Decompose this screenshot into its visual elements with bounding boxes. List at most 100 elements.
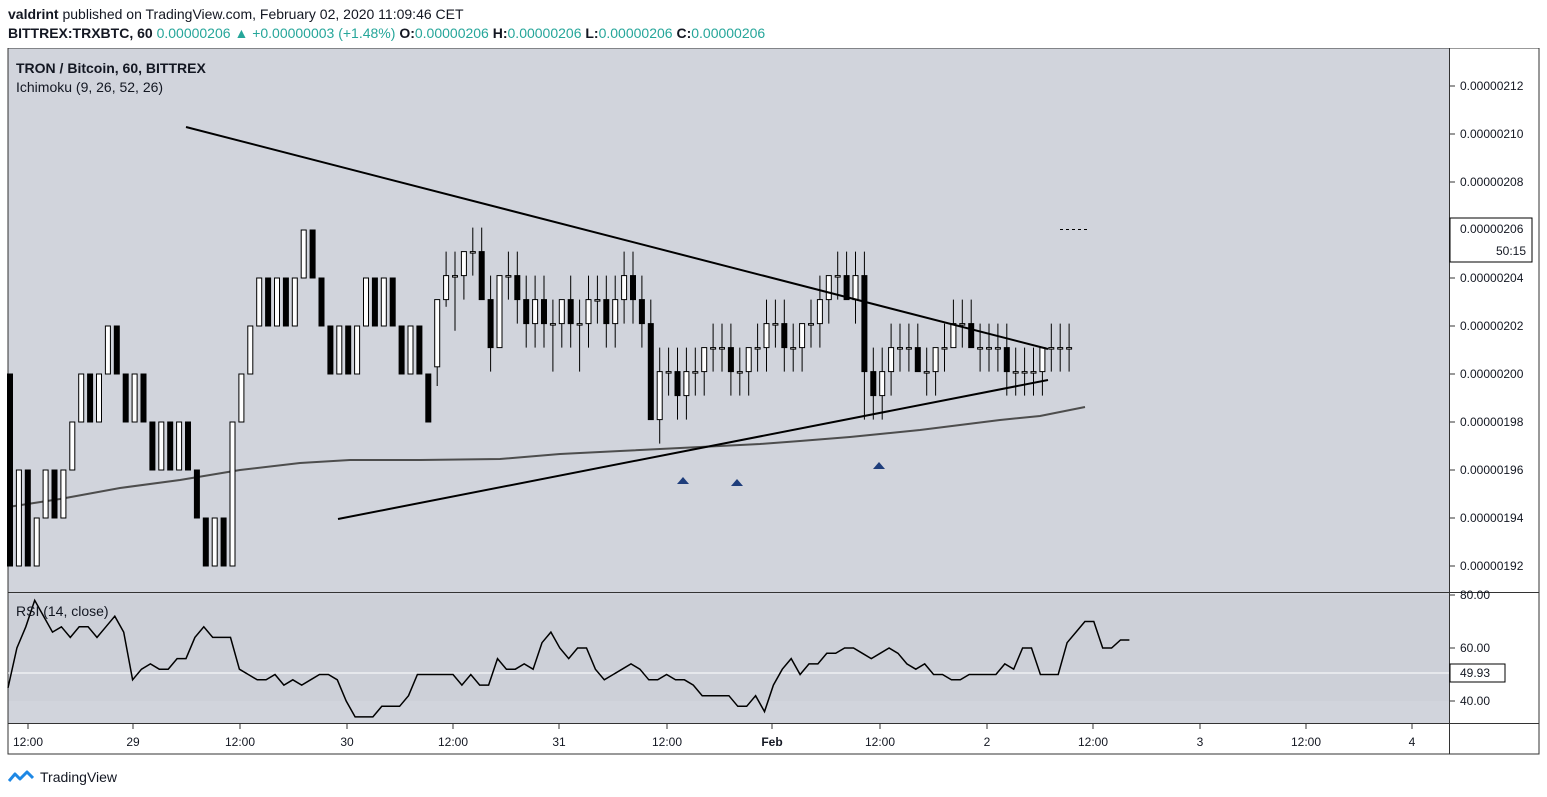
marker-triangle-icon bbox=[677, 477, 689, 484]
candle-body-up bbox=[460, 251, 467, 277]
candle bbox=[363, 277, 369, 327]
close-label: C: bbox=[676, 25, 692, 41]
candle bbox=[879, 347, 886, 420]
tradingview-logo-icon[interactable] bbox=[8, 769, 34, 785]
candle-body-down bbox=[167, 421, 174, 471]
candle bbox=[478, 227, 485, 301]
candle-body-up bbox=[469, 251, 476, 254]
candle bbox=[33, 517, 40, 567]
trendline-support[interactable] bbox=[337, 379, 1049, 520]
candle-body-up bbox=[799, 323, 806, 349]
chart-area[interactable]: 0.00000212 0.00000210 0.00000208 0.00000206… bbox=[0, 48, 1547, 760]
price-pane[interactable] bbox=[8, 48, 1449, 592]
price-tick-label: 0.00000204 bbox=[1460, 271, 1524, 285]
candle bbox=[665, 347, 672, 396]
candle bbox=[69, 421, 76, 471]
candle-body-down bbox=[398, 325, 405, 375]
candle-body-down bbox=[220, 517, 227, 567]
candle-body-up bbox=[745, 347, 752, 373]
candle bbox=[523, 275, 530, 348]
candle bbox=[541, 275, 547, 348]
candle bbox=[176, 421, 183, 471]
candle bbox=[425, 373, 432, 423]
candle-body-up bbox=[300, 229, 307, 279]
candle-body-down bbox=[282, 277, 289, 327]
candle-body-down bbox=[318, 277, 325, 327]
time-tick-label: 29 bbox=[126, 735, 140, 749]
candle-body-down bbox=[843, 275, 850, 301]
candle-body-up bbox=[683, 371, 690, 397]
candle-body-up bbox=[1021, 371, 1028, 374]
price-badge-value: 0.00000206 bbox=[1460, 222, 1524, 236]
time-tick-label: 4 bbox=[1409, 735, 1416, 749]
candle bbox=[122, 373, 129, 423]
price-axis[interactable] bbox=[1450, 48, 1539, 754]
candle bbox=[104, 325, 111, 375]
price-tick-label: 0.00000200 bbox=[1460, 367, 1524, 381]
candle bbox=[256, 277, 263, 327]
candle bbox=[496, 275, 503, 349]
price-badge: 0.00000206 50:15 bbox=[1449, 217, 1533, 263]
candle-body-down bbox=[861, 275, 868, 373]
candle bbox=[487, 275, 494, 372]
candle bbox=[274, 277, 280, 327]
candle bbox=[736, 347, 743, 396]
candle-body-up bbox=[1057, 347, 1064, 350]
candle-body-down bbox=[478, 251, 485, 301]
candle-body-up bbox=[790, 347, 797, 350]
time-tick-label: 2 bbox=[984, 735, 991, 749]
candle-body-up bbox=[825, 275, 832, 301]
candle-body-up bbox=[60, 469, 67, 519]
candle-body-down bbox=[781, 323, 788, 349]
candle bbox=[443, 251, 450, 307]
candle-body-up bbox=[1030, 371, 1037, 374]
candle-body-up bbox=[42, 469, 49, 519]
author-name[interactable]: valdrint bbox=[8, 6, 59, 22]
candle-body-down bbox=[202, 517, 209, 567]
candle-body-up bbox=[247, 325, 254, 375]
time-tick-label: 31 bbox=[552, 735, 566, 749]
candle bbox=[745, 347, 752, 396]
up-triangle-icon: ▲ bbox=[234, 25, 249, 41]
candle-body-up bbox=[701, 347, 708, 373]
ichimoku-label: Ichimoku (9, 26, 52, 26) bbox=[16, 79, 163, 95]
tradingview-brand[interactable]: TradingView bbox=[40, 769, 118, 785]
candle bbox=[291, 277, 298, 327]
candle-body-up bbox=[104, 325, 111, 375]
candle-body-down bbox=[345, 325, 352, 375]
trendline-resistance[interactable] bbox=[185, 126, 1049, 350]
candle bbox=[932, 347, 939, 396]
candle bbox=[549, 299, 556, 372]
candle bbox=[318, 277, 325, 327]
candle bbox=[407, 325, 414, 375]
price-tick-label: 0.00000198 bbox=[1460, 415, 1524, 429]
candle bbox=[185, 421, 191, 471]
candle-body-up bbox=[558, 299, 565, 325]
candle-body-down bbox=[371, 277, 378, 327]
candle-body-down bbox=[265, 277, 272, 327]
candle bbox=[719, 323, 725, 372]
time-axis[interactable] bbox=[8, 724, 1449, 754]
candle-body-up bbox=[808, 323, 814, 326]
candle-body-up bbox=[131, 373, 138, 423]
candle-body-up bbox=[211, 517, 218, 567]
candle-body-up bbox=[1012, 371, 1019, 374]
candle-body-up bbox=[576, 323, 583, 326]
candle-body-down bbox=[727, 347, 734, 373]
candle bbox=[354, 325, 361, 375]
candle-body-up bbox=[1066, 347, 1073, 350]
candle bbox=[674, 347, 681, 420]
candle bbox=[612, 275, 619, 348]
candle-body-up bbox=[710, 347, 717, 350]
candle bbox=[1057, 323, 1064, 372]
candle bbox=[1066, 323, 1073, 372]
candle bbox=[959, 299, 966, 348]
rsi-tick-label: 60.00 bbox=[1460, 641, 1490, 655]
candle-body-up bbox=[994, 347, 1001, 350]
candle-body-up bbox=[407, 325, 414, 375]
ichimoku-baseline bbox=[7, 406, 1086, 508]
candle-body-up bbox=[549, 323, 556, 326]
time-tick-label: 12:00 bbox=[438, 735, 468, 749]
rsi-line bbox=[7, 598, 1130, 718]
time-axis-ticks: 12:00 29 12:00 30 12:00 31 12:00 Feb 12:00 2 12:00… bbox=[13, 724, 1416, 749]
